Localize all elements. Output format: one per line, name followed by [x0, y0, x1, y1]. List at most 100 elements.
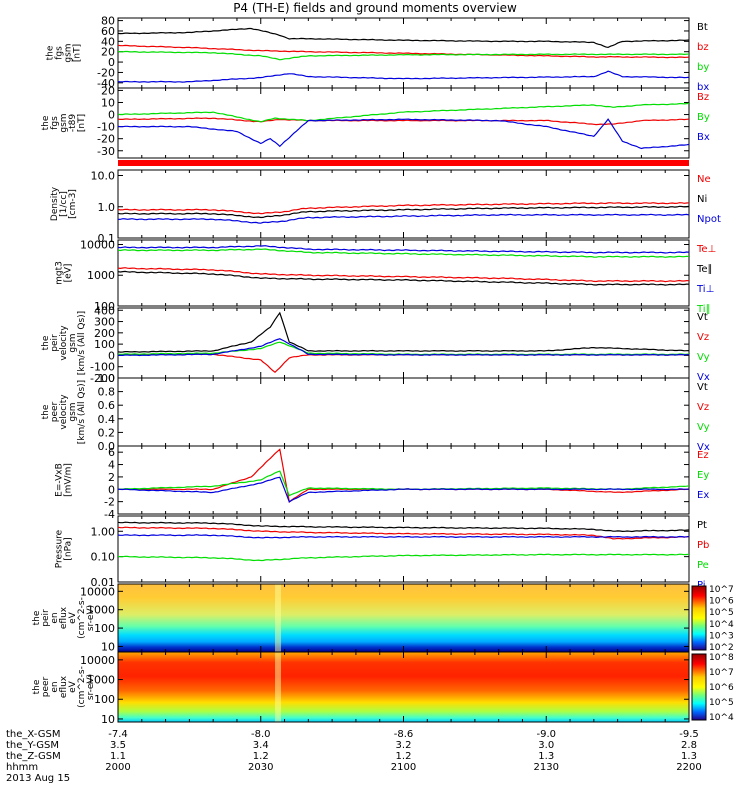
legend-Pe: Pe [697, 560, 709, 571]
y-axis-label: the [41, 335, 51, 350]
y-tick-label: 40 [101, 35, 115, 48]
legend-Bx: Bx [697, 132, 710, 143]
legend-Bz: Bz [697, 92, 709, 103]
y-tick-label: 100 [94, 300, 115, 313]
footer-value: 2130 [534, 762, 559, 773]
panel-frame [117, 169, 690, 239]
legend-Ni: Ni [697, 194, 707, 205]
footer-value: -8.6 [394, 729, 414, 740]
legend-Vy: Vy [697, 422, 710, 433]
series-peir-velocity-Vx [117, 338, 690, 357]
footer-value: 3.2 [396, 740, 412, 751]
y-axis-label: gsm [68, 333, 78, 352]
y-tick-label: 6 [108, 446, 115, 459]
y-tick-label: 1.00 [91, 525, 116, 538]
y-tick-label: 0 [108, 483, 115, 496]
y-tick-label: 10.0 [91, 170, 116, 183]
footer-value: -9.0 [536, 729, 556, 740]
y-axis-label: (cm^2-s- [77, 597, 87, 639]
legend-Bt: Bt [697, 22, 708, 33]
y-tick-label: 0 [108, 349, 115, 362]
y-tick-label: 10000 [80, 585, 115, 598]
y-tick-label: 2 [108, 471, 115, 484]
y-axis-label: [nPa] [64, 537, 74, 560]
panel-frame [117, 515, 690, 583]
y-tick-label: -20 [97, 133, 115, 146]
y-axis-label: sr-eV) [86, 674, 96, 700]
series-fgs-gsm-by [117, 50, 690, 61]
series-temperature-Te⊥ [117, 267, 690, 283]
legend-Vx: Vx [697, 372, 710, 383]
colorbar-label: 10^2 [709, 643, 734, 653]
colorbar [691, 653, 707, 721]
y-tick-label: 4 [108, 459, 115, 472]
y-axis-label: fgs [55, 46, 65, 60]
series-temperature-Ti∥ [117, 248, 690, 258]
y-axis-label: Pressure [55, 529, 65, 568]
y-tick-label: 300 [94, 316, 115, 329]
spectrogram-peer-eflux [118, 652, 689, 722]
spectrogram-feature [275, 584, 282, 652]
y-axis-label: mgt3 [55, 261, 65, 285]
legend-Vy: Vy [697, 352, 710, 363]
footer-value: 2000 [105, 762, 130, 773]
colorbar-label: 10^8 [709, 653, 734, 663]
legend-Vz: Vz [697, 402, 709, 413]
y-axis-label: E=-VxB [55, 463, 65, 497]
series-pressure-Pb [117, 526, 690, 540]
series-temperature-Ti⊥ [117, 245, 690, 254]
series-temperature-Te∥ [117, 270, 690, 286]
footer-value: 1.3 [681, 751, 697, 762]
panel-frame [117, 445, 690, 515]
y-axis-label: en [50, 681, 60, 692]
legend-Te⊥: Te⊥ [696, 244, 716, 255]
y-axis-label: [nT] [77, 114, 87, 132]
y-tick-label: -10 [97, 121, 115, 134]
panel-temperature: 10000 1000 100 mgt3 [eV] Te⊥ Te∥ Ti⊥ Ti∥ [55, 238, 717, 315]
y-axis-label: the [32, 610, 42, 625]
series-density-Ni [117, 205, 690, 219]
legend-Ne: Ne [697, 174, 711, 185]
colorbar-label: 10^5 [709, 608, 734, 618]
y-axis-label: [eV] [64, 264, 74, 283]
footer-value: 1.1 [110, 751, 126, 762]
y-tick-label: 20 [101, 46, 115, 59]
y-tick-label: 80 [101, 15, 115, 28]
colorbar-label: 10^7 [709, 668, 734, 678]
panel-frame [117, 307, 690, 379]
y-tick-label: 0.2 [98, 426, 116, 439]
colorbar-label: 10^4 [709, 620, 734, 630]
y-tick-label: 100 [94, 622, 115, 635]
legend-Pb: Pb [697, 540, 709, 551]
y-tick-label: 400 [94, 304, 115, 317]
y-axis-label: gsm [59, 113, 69, 132]
y-axis-label: sr-eV) [86, 605, 96, 631]
y-axis-label: peir [50, 334, 60, 352]
panel-frame [117, 377, 690, 447]
legend-bz: bz [697, 42, 709, 53]
y-axis-label: the [41, 404, 51, 419]
y-tick-label: 0.1 [98, 232, 116, 245]
y-tick-label: -20 [97, 66, 115, 79]
footer-value: 2200 [676, 762, 701, 773]
y-tick-label: 0.01 [91, 576, 116, 589]
y-tick-label: 10000 [80, 654, 115, 667]
y-axis-label: [cm-3] [68, 189, 78, 219]
footer-date: 2013 Aug 15 [6, 773, 70, 784]
series-fgs-gsm-Bt [117, 27, 690, 49]
y-tick-label: 200 [94, 327, 115, 340]
y-axis-label: the [41, 115, 51, 130]
y-tick-label: -40 [97, 77, 115, 90]
y-tick-label: 1000 [87, 674, 115, 687]
legend-Ti⊥: Ti⊥ [696, 284, 714, 295]
y-tick-label: 10000 [80, 238, 115, 251]
series-fgs-gsm-bz [117, 44, 690, 59]
y-tick-label: 60 [101, 25, 115, 38]
legend-by: by [697, 62, 709, 73]
legend-Npot: Npot [697, 214, 721, 225]
